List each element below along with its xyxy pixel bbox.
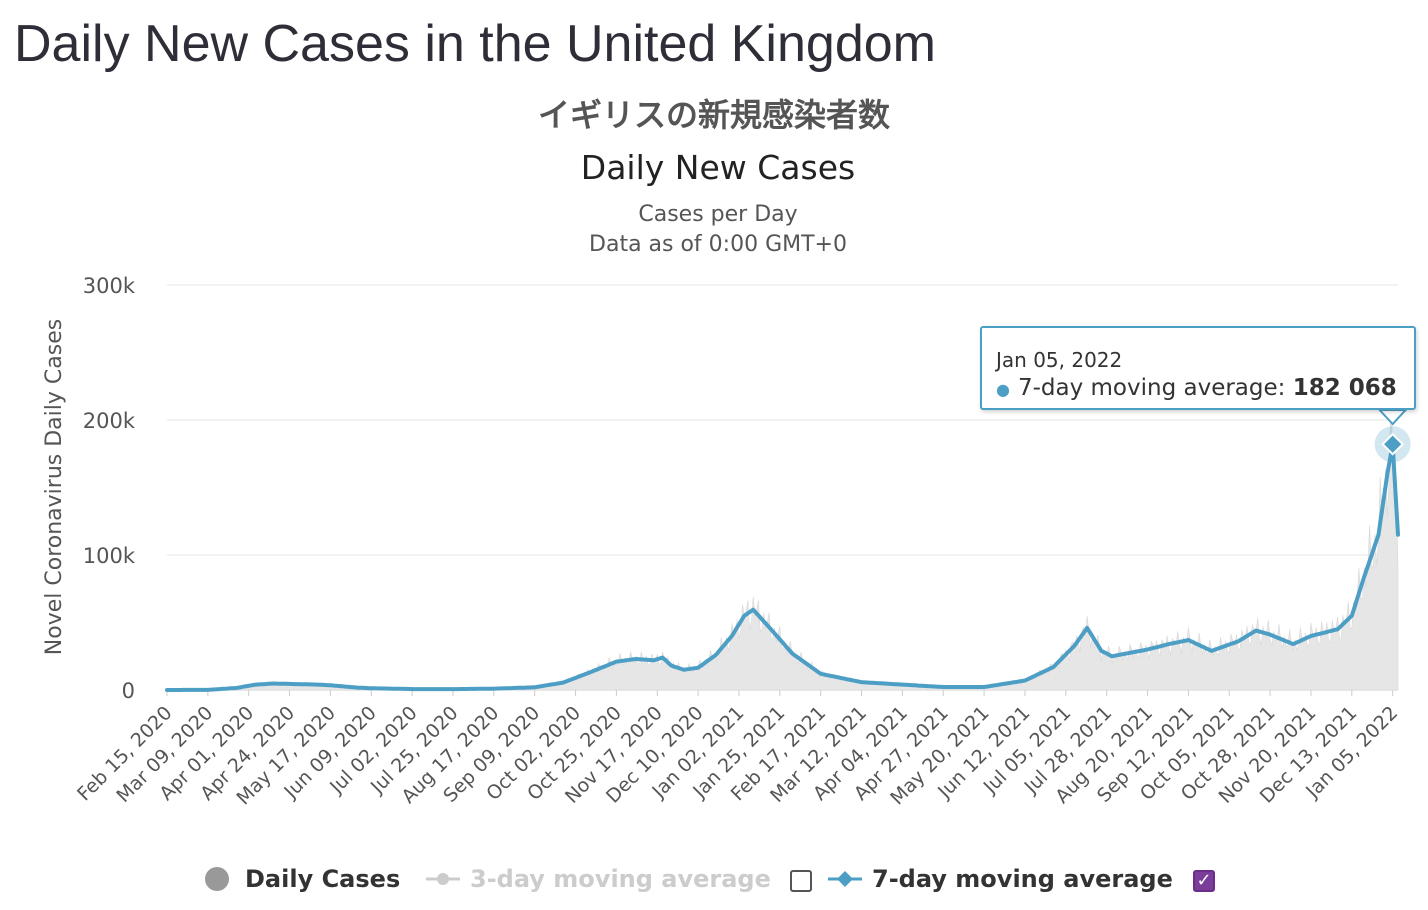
chart-title: Daily New Cases xyxy=(580,148,856,187)
chart-subtitle-1: Cases per Day xyxy=(638,202,798,227)
highlight-point-marker xyxy=(1381,432,1405,456)
7-day-toggle-checkbox[interactable]: ✓ xyxy=(1193,870,1215,892)
tooltip-series-dot-icon: ● xyxy=(996,380,1010,399)
data-tooltip: Jan 05, 2022 ● 7-day moving average: 182 … xyxy=(980,326,1416,410)
y-tick-label: 0 xyxy=(122,679,135,703)
legend-label-7-day: 7-day moving average xyxy=(872,865,1173,893)
tooltip-pointer xyxy=(1377,409,1408,426)
y-axis-title: Novel Coronavirus Daily Cases xyxy=(42,319,67,655)
japanese-title: イギリスの新規感染者数 xyxy=(537,96,890,134)
chart-subtitle-2: Data as of 0:00 GMT+0 xyxy=(589,232,847,257)
y-tick-label: 100k xyxy=(83,544,136,568)
tooltip-date: Jan 05, 2022 xyxy=(996,348,1123,372)
legend-label-daily-cases: Daily Cases xyxy=(245,865,401,893)
tooltip-row: ● 7-day moving average: 182 068 xyxy=(996,375,1397,401)
3-day-line-marker-icon xyxy=(426,873,460,885)
y-tick-label: 300k xyxy=(83,274,136,298)
legend-label-3-day: 3-day moving average xyxy=(470,865,771,893)
moving-average-line xyxy=(165,442,1400,692)
tooltip-series-label: 7-day moving average: xyxy=(1017,375,1286,401)
7-day-line-marker-icon xyxy=(828,871,862,887)
legend-item-3-day[interactable]: 3-day moving average xyxy=(426,862,771,896)
daily-cases-area xyxy=(167,392,1399,691)
legend-item-7-day[interactable]: 7-day moving average xyxy=(828,862,1173,896)
y-tick-label: 200k xyxy=(83,409,136,433)
legend-item-daily-cases[interactable]: Daily Cases xyxy=(205,862,400,896)
daily-cases-dot-icon xyxy=(205,867,229,891)
3-day-toggle-checkbox[interactable] xyxy=(790,870,812,892)
page-title: Daily New Cases in the United Kingdom xyxy=(14,15,936,73)
tooltip-value: 182 068 xyxy=(1292,375,1397,401)
